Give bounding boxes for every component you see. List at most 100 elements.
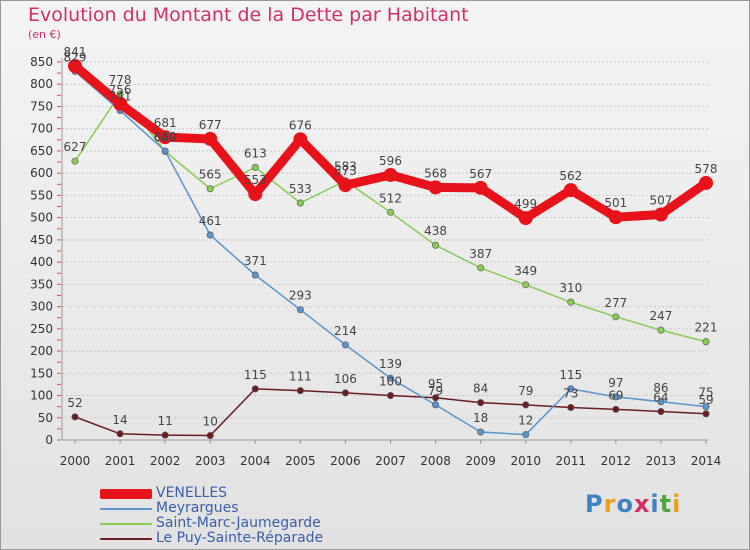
data-point: [567, 404, 575, 412]
data-point: [203, 131, 218, 146]
data-point: [702, 410, 710, 418]
data-point: [116, 430, 124, 438]
data-label: 512: [379, 191, 402, 205]
legend-item: Saint-Marc-Jaumegarde: [100, 516, 323, 531]
data-point: [386, 374, 394, 382]
x-tick-label: 2011: [556, 454, 587, 468]
data-point: [296, 199, 304, 207]
data-point: [251, 163, 259, 171]
data-label: 277: [604, 296, 627, 310]
data-label: 461: [199, 214, 222, 228]
x-tick-label: 2005: [285, 454, 316, 468]
x-tick-label: 2012: [601, 454, 632, 468]
data-label: 69: [608, 388, 623, 402]
data-label: 115: [244, 368, 267, 382]
proxiti-logo: Proxiti: [585, 490, 681, 518]
data-point: [341, 341, 349, 349]
legend-label: VENELLES: [156, 485, 228, 501]
data-label: 677: [199, 118, 222, 132]
data-label: 438: [424, 224, 447, 238]
x-tick-label: 2003: [195, 454, 226, 468]
data-point: [383, 167, 398, 182]
data-label: 75: [698, 386, 713, 400]
data-label: 14: [112, 413, 127, 427]
data-point: [563, 183, 578, 198]
data-point: [248, 187, 263, 202]
y-tick-label: 200: [30, 344, 53, 358]
data-label: 507: [649, 194, 672, 208]
logo-letter: o: [616, 490, 634, 518]
data-label: 64: [653, 391, 668, 405]
legend-swatch: [100, 488, 152, 499]
y-tick-label: 0: [45, 433, 53, 447]
data-point: [158, 130, 173, 145]
data-point: [432, 401, 440, 409]
logo-letter: P: [585, 490, 604, 518]
chart-legend: VENELLES Meyrargues Saint-Marc-Jaumegard…: [100, 486, 323, 546]
data-point: [657, 326, 665, 334]
data-point: [612, 313, 620, 321]
legend-swatch: [100, 537, 152, 540]
y-tick-label: 450: [30, 233, 53, 247]
data-point: [296, 306, 304, 314]
data-label: 499: [514, 197, 537, 211]
data-label: 371: [244, 254, 267, 268]
data-point: [251, 271, 259, 279]
data-label: 650: [154, 130, 177, 144]
data-label: 565: [199, 168, 222, 182]
chart-title: Evolution du Montant de la Dette par Hab…: [28, 4, 469, 26]
data-label: 18: [473, 411, 488, 425]
data-label: 596: [379, 154, 402, 168]
y-tick-label: 600: [30, 166, 53, 180]
data-label: 553: [244, 173, 267, 187]
legend-swatch: [100, 522, 152, 525]
data-label: 741: [109, 89, 132, 103]
data-point: [206, 432, 214, 440]
data-point: [567, 385, 575, 393]
x-tick-label: 2002: [150, 454, 181, 468]
data-label: 97: [608, 376, 623, 390]
data-label: 12: [518, 414, 533, 428]
data-label: 533: [289, 182, 312, 196]
data-point: [341, 389, 349, 397]
data-point: [702, 338, 710, 346]
logo-letter: x: [633, 490, 651, 518]
data-point: [71, 157, 79, 165]
data-point: [206, 185, 214, 193]
data-label: 829: [64, 50, 87, 64]
data-label: 95: [428, 377, 443, 391]
data-point: [567, 298, 575, 306]
data-point: [699, 175, 713, 190]
data-point: [657, 408, 665, 416]
data-point: [161, 431, 169, 439]
data-label: 562: [559, 169, 582, 183]
data-label: 349: [514, 264, 537, 278]
data-point: [386, 392, 394, 400]
data-point: [296, 387, 304, 395]
data-label: 115: [559, 368, 582, 382]
x-tick-label: 2008: [420, 454, 451, 468]
legend-item: VENELLES: [100, 486, 323, 501]
y-tick-label: 100: [30, 389, 53, 403]
data-point: [206, 231, 214, 239]
data-label: 139: [379, 357, 402, 371]
data-label: 247: [649, 309, 672, 323]
y-tick-label: 50: [38, 411, 53, 425]
x-tick-label: 2007: [375, 454, 406, 468]
data-point: [68, 59, 82, 74]
y-axis-unit: (en €): [28, 28, 61, 41]
data-label: 106: [334, 372, 357, 386]
data-label: 10: [203, 415, 218, 429]
data-label: 573: [334, 164, 357, 178]
data-point: [518, 211, 533, 226]
data-label: 111: [289, 370, 312, 384]
data-point: [653, 207, 668, 222]
data-point: [428, 180, 443, 195]
data-label: 79: [518, 384, 533, 398]
data-point: [432, 394, 440, 402]
data-point: [522, 281, 530, 289]
legend-item: Le Puy-Sainte-Réparade: [100, 531, 323, 546]
data-point: [477, 428, 485, 436]
data-label: 627: [64, 140, 87, 154]
